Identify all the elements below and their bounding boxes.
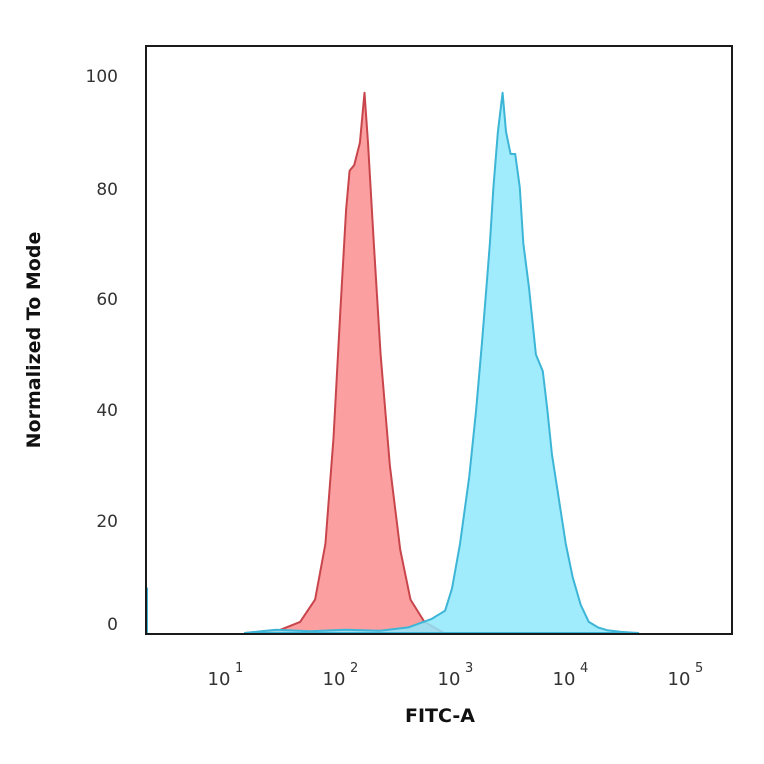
histogram-series-2 <box>243 91 640 634</box>
x-tick-exponent: 4 <box>580 661 588 676</box>
x-tick-exponent: 1 <box>235 661 243 676</box>
x-tick-exponent: 3 <box>465 661 473 676</box>
x-tick-exponent: 2 <box>350 661 358 676</box>
y-axis-ticks: 0 20 40 60 80 100 <box>86 67 118 635</box>
x-tick-label: 10 <box>438 669 461 690</box>
y-tick-label: 40 <box>96 401 118 421</box>
series-layer <box>146 91 640 634</box>
y-tick-label: 0 <box>107 615 118 635</box>
x-tick-label: 10 <box>553 669 576 690</box>
y-tick-label: 80 <box>96 180 118 200</box>
x-axis-label: FITC-A <box>405 705 475 727</box>
y-tick-label: 20 <box>96 512 118 532</box>
y-tick-label: 100 <box>86 67 118 87</box>
x-tick-label: 10 <box>668 669 691 690</box>
x-axis-ticks: 10 1 10 2 10 3 10 4 10 5 <box>208 661 704 690</box>
x-tick-exponent: 5 <box>695 661 703 676</box>
y-tick-label: 60 <box>96 290 118 310</box>
plot-frame <box>145 45 733 635</box>
histogram-series-1 <box>243 91 445 634</box>
x-tick-label: 10 <box>208 669 231 690</box>
x-tick-label: 10 <box>323 669 346 690</box>
y-axis-label: Normalized To Mode <box>23 232 45 449</box>
